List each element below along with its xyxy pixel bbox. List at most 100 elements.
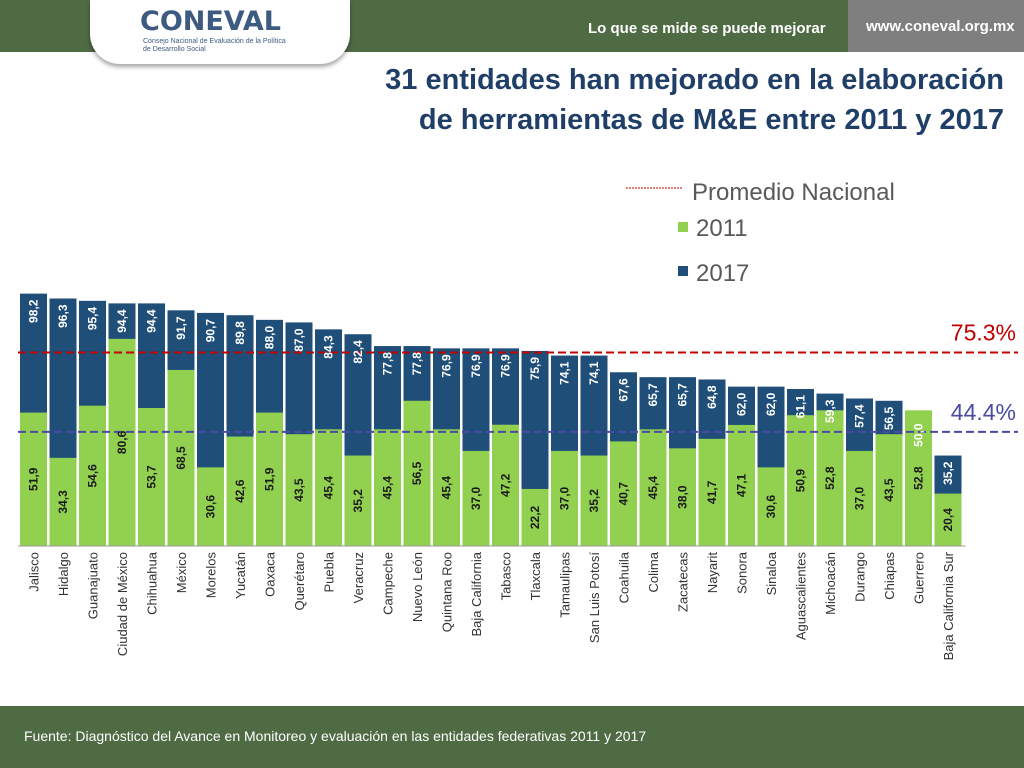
category-label: Guanajuato (86, 552, 101, 619)
data-label-2017: 98,2 (27, 299, 41, 323)
data-label-2017: 74,1 (587, 361, 601, 385)
legend-label-promedio: Promedio Nacional (692, 179, 895, 206)
category-label: Sonora (735, 551, 750, 594)
legend-label-2017: 2017 (696, 260, 749, 287)
category-label: Hidalgo (56, 552, 71, 596)
footer-bar: Fuente: Diagnóstico del Avance en Monito… (0, 706, 1024, 768)
data-label-2017: 65,7 (646, 383, 660, 407)
category-label: Aguascalientes (794, 552, 809, 641)
bar-2011 (551, 450, 578, 546)
bar-chart: 75.3% 44.4% 98,2 51,9 96,3 34,3 95,4 54,6 94,4 80… (18, 179, 1018, 660)
bar-2011 (344, 455, 372, 546)
data-label-2011: 30,6 (764, 495, 778, 519)
coneval-logo: CONEVAL (140, 6, 281, 37)
data-label-2011: 37,0 (853, 486, 867, 510)
data-label-2011: 35,2 (351, 489, 365, 513)
legend-label-2011: 2011 (696, 215, 748, 242)
logo-subtitle: Consejo Nacional de Evaluación de la Pol… (143, 38, 286, 53)
data-label-2017: 76,9 (499, 354, 513, 378)
data-label-2017: 87,0 (292, 328, 306, 352)
bar-2011 (757, 467, 785, 546)
data-label-2017: 77,8 (410, 352, 424, 376)
data-label-2017: 94,4 (145, 309, 159, 333)
category-label: Sinaloa (764, 551, 779, 595)
data-label-2017: 64,8 (705, 385, 719, 409)
data-label-2011: 53,7 (145, 465, 159, 489)
category-label: Morelos (204, 552, 219, 599)
data-label-2011: 45,4 (322, 476, 336, 500)
bar-2011 (433, 429, 460, 546)
data-label-2011: 45,4 (381, 476, 395, 500)
website-link[interactable]: www.coneval.org.mx (866, 18, 1015, 35)
bar-2011 (226, 436, 254, 546)
data-label-2011: 45,4 (440, 476, 454, 500)
data-label-2017: 67,6 (617, 378, 631, 402)
bar-2011 (580, 455, 608, 546)
bar-2011 (49, 457, 77, 546)
data-label-2017: 76,9 (469, 354, 483, 378)
data-label-2017: 61,1 (794, 395, 808, 419)
legend-swatch-2017 (678, 266, 688, 276)
category-label: Chihuahua (145, 551, 160, 615)
bar-2011 (728, 424, 755, 546)
bar-2011 (462, 450, 490, 546)
data-label-2011: 34,3 (56, 490, 70, 514)
category-label: México (174, 552, 189, 593)
category-label: Nuevo León (410, 552, 425, 622)
data-label-2017: 59,3 (823, 399, 837, 423)
bar-2011 (285, 434, 313, 546)
data-label-2011: 50,9 (794, 469, 808, 493)
data-label-2017: 76,9 (440, 354, 454, 378)
bar-2011 (167, 369, 195, 546)
bar-2011 (521, 488, 549, 546)
category-label: Tlaxcala (528, 551, 543, 600)
data-label-2011: 35,2 (587, 489, 601, 513)
bar-2011 (905, 410, 932, 546)
bar-2011 (846, 450, 873, 546)
data-label-2011: 43,5 (882, 478, 896, 502)
data-label-2017: 94,4 (115, 309, 129, 333)
data-label-2011: 54,6 (86, 464, 100, 488)
category-label: Jalisco (27, 552, 42, 592)
category-label: Coahuila (617, 551, 632, 603)
reference-label: 44.4% (951, 399, 1016, 425)
data-label-2017: 82,4 (351, 340, 365, 364)
data-label-2011: 30,6 (204, 495, 218, 519)
data-label-2017: 75,9 (528, 357, 542, 381)
data-label-2011: 41,7 (705, 480, 719, 504)
data-label-2017: 56,5 (882, 406, 896, 430)
bar-2011 (256, 412, 283, 546)
data-label-2011: 40,7 (617, 482, 631, 506)
data-label-2011: 52.8 (912, 466, 926, 490)
header-website-panel (848, 0, 1024, 52)
bar-2011 (374, 429, 401, 546)
source-note: Fuente: Diagnóstico del Avance en Monito… (24, 728, 647, 744)
data-label-2017: 50,0 (912, 423, 926, 447)
data-label-2011: 20,4 (941, 508, 955, 532)
slide-title: 31 entidades han mejorado en la elaborac… (385, 60, 1004, 140)
category-label: Campeche (381, 552, 396, 615)
data-label-2017: 96,3 (56, 304, 70, 328)
bar-2011 (698, 438, 726, 546)
legend-swatch-2011 (678, 222, 688, 232)
category-label: Chiapas (882, 552, 897, 600)
bar-2011 (197, 467, 224, 546)
data-label-2017: 88,0 (263, 326, 277, 350)
data-label-2017: 89,8 (233, 321, 247, 345)
category-label: Puebla (322, 551, 337, 592)
category-label: Colima (646, 551, 661, 592)
category-label: Baja California Sur (941, 551, 956, 660)
data-label-2017: 35,2 (941, 461, 955, 485)
data-label-2011: 43,5 (292, 478, 306, 502)
data-label-2017: 62,0 (735, 392, 749, 416)
data-label-2011: 37,0 (558, 486, 572, 510)
data-label-2011: 22,2 (528, 505, 542, 529)
data-label-2011: 37,0 (469, 486, 483, 510)
category-label: Yucatán (233, 552, 248, 599)
category-label: Oaxaca (263, 551, 278, 597)
category-label: Zacatecas (676, 552, 691, 612)
bar-2011 (610, 441, 637, 546)
category-label: Durango (853, 552, 868, 602)
category-label: Guerrero (912, 552, 927, 604)
bar-2011 (403, 400, 431, 546)
